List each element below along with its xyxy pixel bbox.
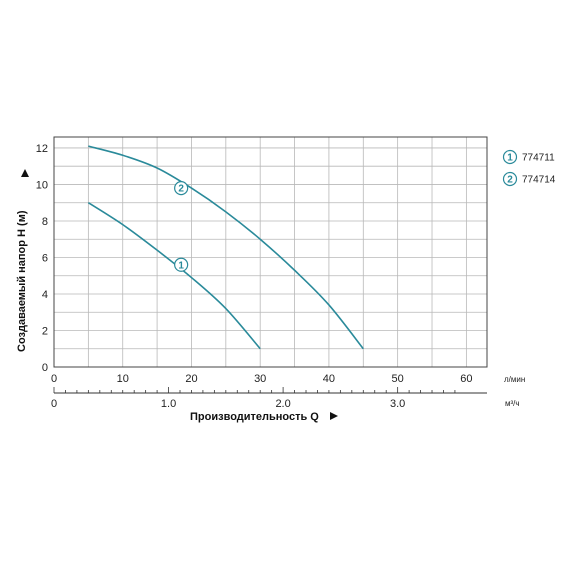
legend-label: 774711 (522, 153, 555, 164)
legend-marker (502, 171, 518, 187)
series-line-2 (88, 145, 364, 350)
x-tick-label: 0 (51, 373, 57, 385)
y-tick-label: 2 (42, 325, 48, 337)
curve-marker-label: 1 (178, 260, 184, 271)
x2-tick-label: 2.0 (275, 398, 290, 410)
x2-axis-unit: м³/ч (505, 399, 520, 408)
x-axis-ticks: 0 10 20 30 40 50 60 (51, 373, 473, 385)
legend-marker-label: 1 (507, 153, 513, 164)
x-tick-label: 20 (185, 373, 197, 385)
x-axis-unit: л/мин (504, 375, 525, 384)
plot-frame (53, 136, 488, 368)
y-tick-label: 0 (42, 362, 48, 374)
x2-tick-label: 0 (51, 398, 57, 410)
legend-marker (502, 149, 518, 165)
y-axis-arrow-icon (21, 169, 29, 177)
y-tick-label: 10 (36, 179, 48, 191)
x-tick-label: 30 (254, 373, 266, 385)
curve-marker-1 (174, 257, 189, 272)
y-axis-ticks: 0 2 4 6 8 10 12 (36, 143, 48, 374)
y-tick-label: 8 (42, 216, 48, 228)
y-axis-title-group: Создаваемый напор H (м) (16, 169, 29, 352)
x-tick-label: 60 (460, 373, 472, 385)
curve-marker-label: 2 (178, 184, 184, 195)
x-tick-label: 40 (323, 373, 335, 385)
y-axis-title: Создаваемый напор H (м) (16, 210, 28, 352)
x2-tick-label: 1.0 (161, 398, 176, 410)
grid (54, 137, 487, 367)
curve-markers: 12 (174, 181, 189, 272)
x-axis-title-group: Производительность Q (190, 411, 338, 423)
y-tick-label: 6 (42, 252, 48, 264)
legend-marker-label: 2 (507, 175, 513, 186)
y-tick-label: 12 (36, 143, 48, 155)
secondary-x-axis: 0 1.0 2.0 3.0 (51, 387, 487, 410)
x-axis-arrow-icon (330, 412, 338, 420)
x-tick-label: 10 (117, 373, 129, 385)
x2-tick-label: 3.0 (390, 398, 405, 410)
legend: 1 774711 2 774714 (502, 149, 556, 187)
x-tick-label: 50 (392, 373, 404, 385)
x-axis-title: Производительность Q (190, 411, 319, 423)
legend-label: 774714 (522, 175, 556, 186)
y-tick-label: 4 (42, 289, 48, 301)
curve-marker-2 (174, 181, 189, 196)
